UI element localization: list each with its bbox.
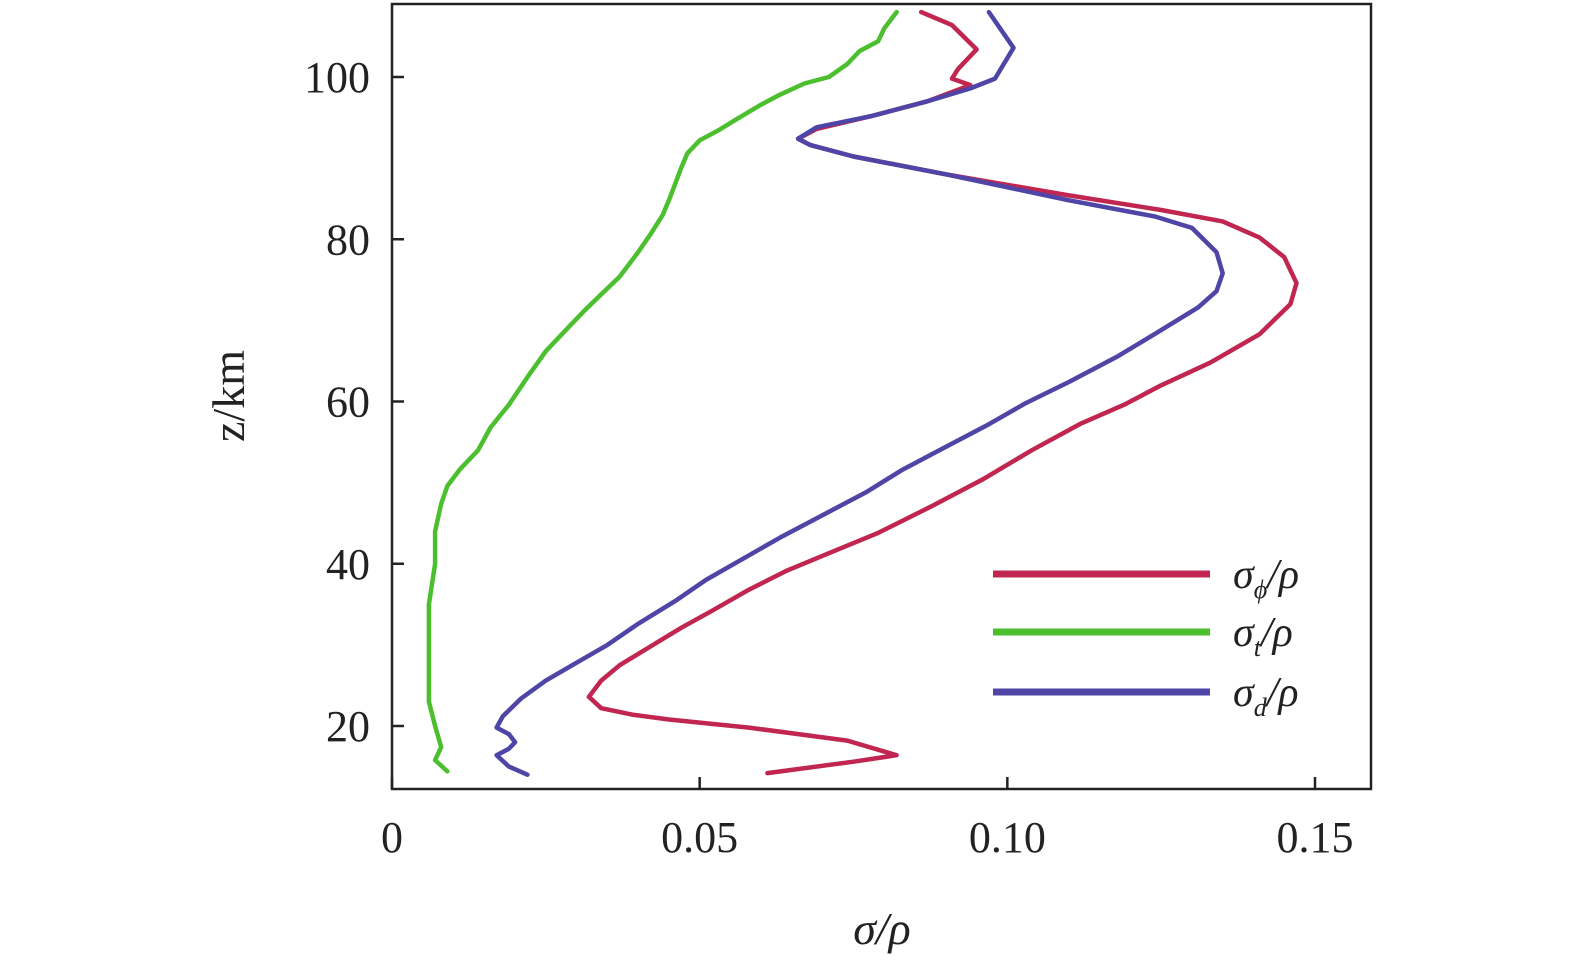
y-axis-ticks: 20 40 60 80 100: [304, 53, 404, 751]
x-tick-label: 0.10: [969, 813, 1046, 862]
x-tick-label: 0.15: [1277, 813, 1354, 862]
legend-item: σt/ρ: [993, 610, 1293, 662]
series-layer: [426, 9, 1299, 777]
y-tick-label: 20: [326, 702, 370, 751]
y-axis-label: z/km: [203, 350, 254, 442]
legend: σϕ/ρ σt/ρ σd/ρ: [993, 552, 1299, 722]
legend-label: σt/ρ: [1233, 610, 1293, 662]
y-tick-label: 40: [326, 540, 370, 589]
legend-item: σd/ρ: [993, 670, 1299, 722]
legend-label: σd/ρ: [1233, 670, 1299, 722]
legend-label: σϕ/ρ: [1233, 552, 1299, 604]
y-tick-label: 80: [326, 215, 370, 264]
legend-item: σϕ/ρ: [993, 552, 1299, 604]
x-axis-ticks: 0 0.05 0.10 0.15: [381, 777, 1354, 862]
series-line-2: [426, 9, 899, 774]
series-line-1: [586, 9, 1299, 776]
y-tick-label: 60: [326, 378, 370, 427]
series-line-3: [494, 9, 1225, 777]
x-axis-label: σ/ρ: [853, 903, 911, 954]
x-tick-label: 0: [381, 813, 403, 862]
x-tick-label: 0.05: [661, 813, 738, 862]
plot-frame: [390, 2, 1373, 791]
y-tick-label: 100: [304, 53, 370, 102]
